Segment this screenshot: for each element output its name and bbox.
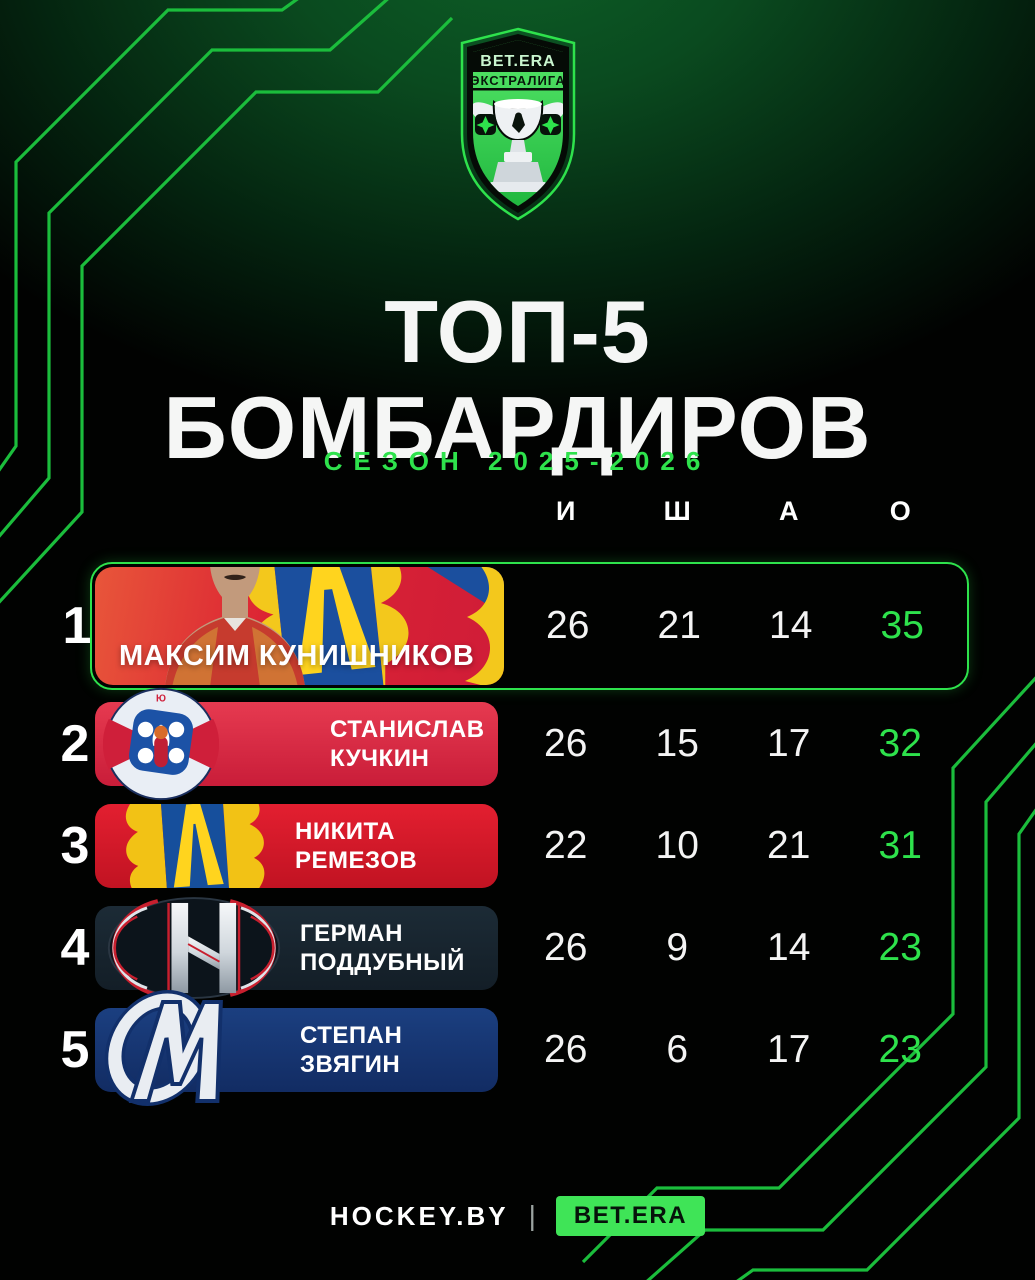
player-card: ГЕРМАН ПОДДУБНЫЙ [95, 897, 498, 999]
stat-assists: 14 [769, 604, 813, 647]
footer: HOCKEY.BY | BET.ERA [0, 1196, 1035, 1236]
col-assists: А [779, 496, 799, 526]
betera-extraliga-logo: BET.ERA ЭКСТРАЛИГА [460, 27, 576, 221]
player-card: НИКИТА РЕМЕЗОВ [95, 804, 498, 888]
stat-goals: 10 [655, 824, 699, 867]
player-card: Ю СТАНИСЛАВ КУЧКИН [95, 687, 498, 801]
stat-goals: 15 [655, 722, 699, 765]
player-name: МАКСИМ КУНИШНИКОВ [119, 640, 475, 672]
rank-number: 3 [60, 817, 90, 875]
player-stats: 26 6 17 23 [510, 1008, 956, 1092]
stat-goals: 6 [666, 1028, 689, 1071]
player-stats: 26 15 17 32 [510, 702, 956, 786]
stats-column-headers: И Ш А О [510, 496, 956, 527]
stat-assists: 17 [767, 722, 811, 765]
footer-separator: | [528, 1200, 536, 1231]
player-stats: 26 21 14 35 [512, 564, 958, 688]
stat-points: 32 [878, 722, 922, 765]
team-logo-icon [107, 897, 281, 999]
svg-text:Ю: Ю [156, 693, 166, 704]
player-stats: 26 9 14 23 [510, 906, 956, 990]
table-row-leader: 1 [63, 562, 969, 690]
rank-number: 1 [62, 597, 92, 655]
rank-number: 4 [60, 919, 90, 977]
col-points: О [889, 496, 911, 526]
stat-points: 31 [878, 824, 922, 867]
team-logo-icon [104, 990, 223, 1106]
player-name: СТЕПАН ЗВЯГИН [300, 1022, 403, 1078]
stat-games: 26 [544, 722, 588, 765]
hockey-by-logo: HOCKEY.BY [329, 1200, 509, 1231]
page-title: ТОП-5 БОМБАРДИРОВ [0, 284, 1035, 476]
table-row: 2 Ю СТАНИСЛАВ КУЧКИН 26 [0, 687, 1035, 801]
stat-games: 26 [544, 926, 588, 969]
player-name: ГЕРМАН ПОДДУБНЫЙ [300, 920, 465, 976]
stat-games: 26 [544, 1028, 588, 1071]
team-logo-icon [125, 804, 265, 888]
title-line2: БОМБАРДИРОВ [163, 378, 872, 477]
team-logo-icon: Ю [103, 687, 219, 801]
stat-games: 22 [544, 824, 588, 867]
table-row: 3 НИКИТА РЕМЕЗОВ 22 10 21 31 [0, 804, 1035, 888]
stat-points: 23 [878, 1028, 922, 1071]
stat-games: 26 [546, 604, 590, 647]
stat-assists: 21 [767, 824, 811, 867]
stat-assists: 17 [767, 1028, 811, 1071]
col-games: И [556, 496, 576, 526]
col-goals: Ш [663, 496, 691, 526]
player-name: НИКИТА РЕМЕЗОВ [295, 818, 418, 874]
stat-points: 35 [880, 604, 924, 647]
stat-points: 23 [878, 926, 922, 969]
player-name: СТАНИСЛАВ КУЧКИН [330, 716, 485, 772]
title-line1: ТОП-5 [384, 282, 651, 381]
season-subtitle: СЕЗОН 2025-2026 [323, 446, 712, 476]
player-card: МАКСИМ КУНИШНИКОВ [95, 567, 504, 685]
stat-goals: 21 [657, 604, 701, 647]
betera-sponsor-badge: BET.ERA [555, 1196, 706, 1236]
stat-assists: 14 [767, 926, 811, 969]
rank-number: 5 [60, 1021, 90, 1079]
rank-number: 2 [60, 715, 90, 773]
svg-text:ЭКСТРАЛИГА: ЭКСТРАЛИГА [470, 73, 566, 88]
table-row: 4 [0, 897, 1035, 999]
stat-goals: 9 [666, 926, 689, 969]
table-row: 5 СТЕПАН ЗВЯГИН 26 6 17 23 [0, 990, 1035, 1106]
player-stats: 22 10 21 31 [510, 804, 956, 888]
svg-text:BET.ERA: BET.ERA [480, 53, 555, 70]
player-card: СТЕПАН ЗВЯГИН [95, 990, 498, 1106]
